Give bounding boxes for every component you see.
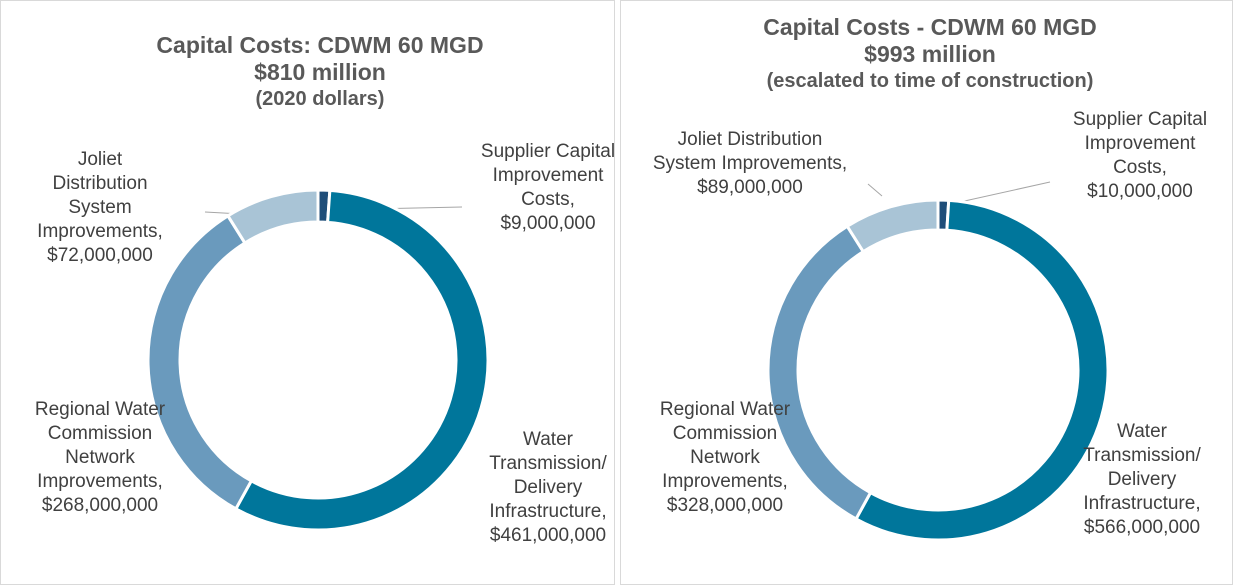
donut-segment <box>225 188 320 246</box>
value-label: $89,000,000 <box>697 177 803 198</box>
category-label: Joliet Distribution System Improvements, <box>37 149 163 242</box>
category-label: Regional Water Commission Network Improv… <box>34 399 166 492</box>
donut-segment <box>854 198 1110 542</box>
chart-title: Capital Costs - CDWM 60 MGD <box>763 14 1097 40</box>
chart-title-block: Capital Costs - CDWM 60 MGD $993 million (… <box>690 14 1170 95</box>
data-label: Joliet Distribution System Improvements,… <box>30 148 170 268</box>
data-label: Supplier Capital Improvement Costs, $10,0… <box>1070 108 1210 204</box>
category-label: Water Transmission/ Delivery Infrastruct… <box>1083 421 1201 514</box>
chart-subtitle: $810 million <box>254 59 386 85</box>
value-label: $72,000,000 <box>47 245 153 266</box>
data-label: Supplier Capital Improvement Costs, $9,00… <box>478 140 618 236</box>
chart-title: Capital Costs: CDWM 60 MGD <box>156 32 484 58</box>
category-label: Supplier Capital Improvement Costs, <box>480 141 616 210</box>
donut-segment <box>233 188 490 532</box>
category-label: Supplier Capital Improvement Costs, <box>1072 109 1208 178</box>
category-label: Regional Water Commission Network Improv… <box>659 399 791 492</box>
chart-note: (2020 dollars) <box>255 88 385 110</box>
value-label: $461,000,000 <box>489 525 607 546</box>
data-label: Joliet Distribution System Improvements,… <box>650 128 850 200</box>
data-label: Regional Water Commission Network Improv… <box>30 398 170 518</box>
value-label: $9,000,000 <box>500 213 596 234</box>
category-label: Joliet Distribution System Improvements, <box>652 129 848 174</box>
value-label: $328,000,000 <box>666 495 784 516</box>
data-label: Water Transmission/ Delivery Infrastruct… <box>478 428 618 548</box>
chart-subtitle: $993 million <box>864 41 996 67</box>
value-label: $10,000,000 <box>1087 181 1193 202</box>
leader-line <box>867 183 883 197</box>
chart-note: (escalated to time of construction) <box>766 70 1094 92</box>
chart-title-block: Capital Costs: CDWM 60 MGD $810 million (2… <box>120 32 520 113</box>
category-label: Water Transmission/ Delivery Infrastruct… <box>489 429 607 522</box>
data-label: Regional Water Commission Network Improv… <box>655 398 795 518</box>
donut-segment <box>845 198 940 254</box>
data-label: Water Transmission/ Delivery Infrastruct… <box>1072 420 1212 540</box>
value-label: $566,000,000 <box>1083 517 1201 538</box>
value-label: $268,000,000 <box>41 495 159 516</box>
